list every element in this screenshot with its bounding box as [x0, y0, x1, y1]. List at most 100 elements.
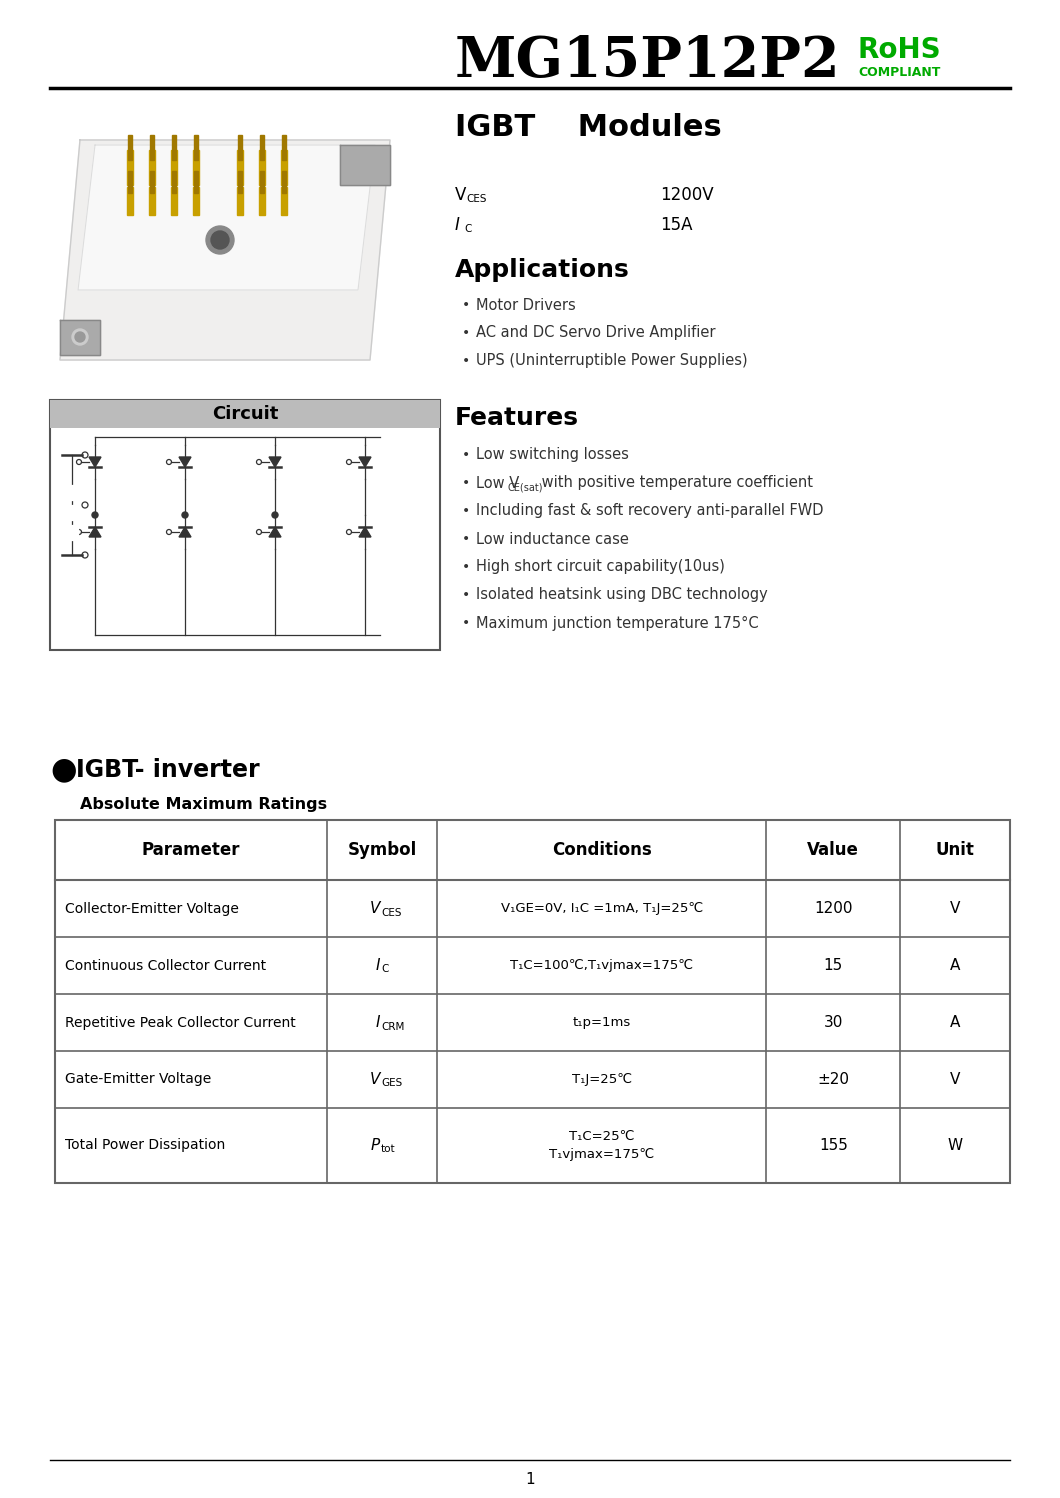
Text: I: I	[375, 1016, 381, 1031]
Polygon shape	[179, 457, 191, 467]
Polygon shape	[89, 457, 101, 467]
Text: ●: ●	[50, 755, 76, 785]
Polygon shape	[78, 145, 375, 291]
Text: I: I	[455, 216, 460, 234]
Bar	[237, 187, 243, 216]
Text: •: •	[462, 616, 471, 631]
Polygon shape	[359, 457, 371, 467]
Text: GES: GES	[382, 1079, 403, 1089]
Bar	[193, 187, 199, 216]
Text: 1200V: 1200V	[660, 186, 713, 204]
Text: •: •	[462, 532, 471, 545]
Bar	[238, 135, 242, 160]
Bar	[260, 171, 264, 193]
Text: •: •	[462, 448, 471, 461]
Text: •: •	[462, 298, 471, 312]
Bar	[55, 819, 1010, 1183]
Bar	[50, 400, 440, 428]
Polygon shape	[60, 321, 100, 355]
Text: IGBT- inverter: IGBT- inverter	[76, 758, 260, 782]
Text: CRM: CRM	[382, 1022, 405, 1032]
Circle shape	[182, 512, 188, 518]
Polygon shape	[269, 457, 281, 467]
Text: Unit: Unit	[936, 840, 974, 858]
Text: Gate-Emitter Voltage: Gate-Emitter Voltage	[65, 1073, 211, 1086]
Text: A: A	[950, 1016, 960, 1031]
Text: P: P	[371, 1138, 381, 1153]
Bar	[281, 187, 287, 216]
Bar	[193, 150, 199, 184]
Text: AC and DC Servo Drive Amplifier: AC and DC Servo Drive Amplifier	[476, 325, 716, 340]
Bar	[66, 524, 78, 539]
Bar	[260, 135, 264, 160]
Text: Low inductance case: Low inductance case	[476, 532, 629, 547]
Bar	[151, 135, 154, 160]
Text: V: V	[370, 900, 381, 915]
Bar	[238, 171, 242, 193]
Text: Symbol: Symbol	[348, 840, 417, 858]
Bar	[281, 150, 287, 184]
Bar	[282, 135, 286, 160]
Text: UPS (Uninterruptible Power Supplies): UPS (Uninterruptible Power Supplies)	[476, 354, 747, 369]
Text: t₁p=1ms: t₁p=1ms	[572, 1016, 631, 1029]
Bar	[282, 171, 286, 193]
Text: V: V	[455, 186, 466, 204]
Circle shape	[75, 333, 85, 342]
Text: Low V: Low V	[476, 475, 519, 490]
Circle shape	[92, 512, 98, 518]
Circle shape	[72, 330, 88, 345]
Text: Conditions: Conditions	[552, 840, 652, 858]
Polygon shape	[179, 527, 191, 536]
Bar	[127, 150, 132, 184]
Text: 15A: 15A	[660, 216, 692, 234]
Text: Features: Features	[455, 406, 579, 430]
Text: 1: 1	[525, 1473, 535, 1488]
Text: High short circuit capability(10us): High short circuit capability(10us)	[476, 559, 725, 575]
Bar	[128, 135, 132, 160]
Text: W: W	[948, 1138, 962, 1153]
Polygon shape	[60, 139, 390, 360]
Text: 15: 15	[824, 959, 843, 974]
Text: C: C	[382, 965, 388, 975]
Text: T₁C=100℃,T₁vjmax=175℃: T₁C=100℃,T₁vjmax=175℃	[510, 959, 693, 972]
Text: Maximum junction temperature 175°C: Maximum junction temperature 175°C	[476, 616, 759, 631]
Bar	[149, 187, 155, 216]
Bar	[50, 400, 440, 650]
Text: 155: 155	[819, 1138, 848, 1153]
Text: MG15P12P2: MG15P12P2	[455, 34, 840, 90]
Bar	[66, 505, 78, 520]
Text: Isolated heatsink using DBC technology: Isolated heatsink using DBC technology	[476, 587, 767, 602]
Bar	[172, 171, 176, 193]
Bar	[151, 171, 154, 193]
Text: Continuous Collector Current: Continuous Collector Current	[65, 959, 266, 972]
Text: V₁GE=0V, I₁C =1mA, T₁J=25℃: V₁GE=0V, I₁C =1mA, T₁J=25℃	[500, 902, 703, 915]
Circle shape	[272, 512, 278, 518]
Text: CE(sat): CE(sat)	[508, 482, 544, 491]
Bar	[237, 150, 243, 184]
Text: •: •	[462, 354, 471, 369]
Text: Including fast & soft recovery anti-parallel FWD: Including fast & soft recovery anti-para…	[476, 503, 824, 518]
Text: T₁vjmax=175℃: T₁vjmax=175℃	[549, 1147, 654, 1161]
Bar	[127, 187, 132, 216]
Text: tot: tot	[382, 1144, 395, 1155]
Bar	[128, 171, 132, 193]
Polygon shape	[269, 527, 281, 536]
Text: IGBT    Modules: IGBT Modules	[455, 114, 722, 142]
Polygon shape	[340, 145, 390, 184]
Text: V: V	[950, 1073, 960, 1088]
Text: Applications: Applications	[455, 258, 630, 282]
Text: ±20: ±20	[817, 1073, 849, 1088]
Text: •: •	[462, 589, 471, 602]
Text: COMPLIANT: COMPLIANT	[858, 66, 940, 79]
Text: A: A	[950, 959, 960, 974]
Circle shape	[206, 226, 234, 255]
Text: Motor Drivers: Motor Drivers	[476, 298, 576, 313]
Text: I: I	[375, 959, 381, 974]
Text: •: •	[462, 560, 471, 574]
Bar	[172, 135, 176, 160]
Bar	[171, 150, 177, 184]
Bar	[259, 150, 265, 184]
Text: •: •	[462, 327, 471, 340]
Text: Circuit: Circuit	[212, 404, 278, 422]
Text: T₁C=25℃: T₁C=25℃	[569, 1129, 635, 1143]
